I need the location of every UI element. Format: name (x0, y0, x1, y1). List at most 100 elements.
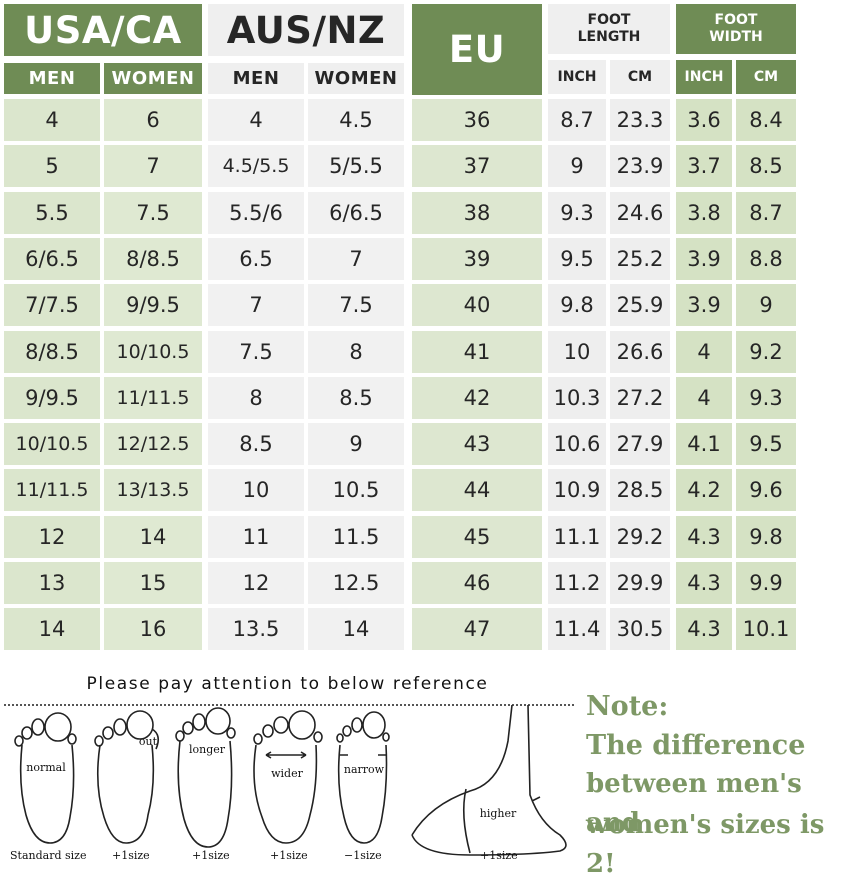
cell-width-cm: 9 (736, 284, 796, 327)
longer-foot-icon (175, 707, 236, 848)
cell-width-cm: 9.6 (736, 469, 796, 512)
cell-width-cm: 9.9 (736, 562, 796, 604)
cell-width-inch: 4.1 (676, 423, 732, 466)
cell-usa-women: 12/12.5 (104, 423, 202, 466)
cell-eu: 36 (412, 99, 542, 141)
higher-foot-icon (411, 705, 567, 856)
cell-width-cm: 9.3 (736, 376, 796, 419)
cell-eu: 37 (412, 145, 542, 188)
aus-nz-header: AUS/NZ (208, 4, 404, 56)
width-inch-subheader: INCH (676, 60, 732, 94)
cell-length-cm: 27.9 (610, 423, 670, 466)
cell-aus-women: 10.5 (308, 469, 404, 512)
foot-length-header: FOOT LENGTH (548, 4, 670, 54)
cell-width-inch: 4 (676, 376, 732, 419)
wider-caption: +1size (270, 849, 308, 862)
length-cm-subheader: CM (610, 60, 670, 94)
cell-width-inch: 3.6 (676, 99, 732, 141)
usa-ca-header: USA/CA (4, 4, 202, 56)
cell-length-inch: 8.7 (548, 99, 606, 141)
cell-width-inch: 3.9 (676, 284, 732, 327)
cell-aus-men: 11 (208, 515, 304, 558)
cell-length-cm: 30.5 (610, 608, 670, 651)
cell-usa-women: 10/10.5 (104, 330, 202, 373)
cell-length-cm: 28.5 (610, 469, 670, 512)
cell-aus-men: 7 (208, 284, 304, 327)
cell-length-cm: 27.2 (610, 376, 670, 419)
cell-usa-women: 14 (104, 515, 202, 558)
higher-caption: +1size (480, 849, 518, 862)
wider-label: wider (271, 767, 303, 780)
usa-men-subheader: MEN (4, 63, 100, 94)
cell-length-cm: 24.6 (610, 191, 670, 234)
cell-aus-women: 14 (308, 608, 404, 651)
cell-eu: 44 (412, 469, 542, 512)
cell-width-cm: 9.2 (736, 330, 796, 373)
cell-width-inch: 4.3 (676, 608, 732, 651)
foot-width-header: FOOT WIDTH (676, 4, 796, 54)
cell-usa-men: 7/7.5 (4, 284, 100, 327)
cell-eu: 45 (412, 515, 542, 558)
cell-length-cm: 25.9 (610, 284, 670, 327)
length-inch-subheader: INCH (548, 60, 606, 94)
cell-width-cm: 8.8 (736, 237, 796, 280)
wider-foot-icon (253, 710, 323, 844)
cell-usa-men: 9/9.5 (4, 376, 100, 419)
out-foot-icon (94, 710, 160, 844)
cell-eu: 47 (412, 608, 542, 651)
cell-aus-women: 9 (308, 423, 404, 466)
cell-aus-men: 4 (208, 99, 304, 141)
cell-usa-men: 5 (4, 145, 100, 188)
cell-usa-men: 13 (4, 562, 100, 604)
cell-eu: 46 (412, 562, 542, 604)
longer-caption: +1size (192, 849, 230, 862)
cell-usa-men: 6/6.5 (4, 237, 100, 280)
usa-women-subheader: WOMEN (104, 63, 202, 94)
cell-length-inch: 9.8 (548, 284, 606, 327)
cell-aus-men: 5.5/6 (208, 191, 304, 234)
cell-length-inch: 10 (548, 330, 606, 373)
cell-width-cm: 8.4 (736, 99, 796, 141)
standard-size-caption: Standard size (10, 849, 87, 862)
cell-width-cm: 10.1 (736, 608, 796, 651)
cell-aus-men: 8.5 (208, 423, 304, 466)
aus-men-subheader: MEN (208, 63, 304, 94)
cell-aus-women: 7.5 (308, 284, 404, 327)
cell-aus-women: 4.5 (308, 99, 404, 141)
out-label: out (139, 735, 158, 748)
cell-usa-men: 5.5 (4, 191, 100, 234)
cell-usa-women: 16 (104, 608, 202, 651)
cell-width-inch: 4.3 (676, 515, 732, 558)
cell-aus-men: 8 (208, 376, 304, 419)
cell-usa-women: 7 (104, 145, 202, 188)
cell-width-cm: 9.5 (736, 423, 796, 466)
cell-width-inch: 4 (676, 330, 732, 373)
narrow-foot-icon (336, 711, 390, 844)
cell-usa-men: 10/10.5 (4, 423, 100, 466)
cell-length-cm: 23.9 (610, 145, 670, 188)
cell-aus-men: 13.5 (208, 608, 304, 651)
foot-illustrations: normal out longer wider narrow higher (14, 705, 567, 856)
width-cm-subheader: CM (736, 60, 796, 94)
cell-usa-women: 11/11.5 (104, 376, 202, 419)
note-line-4: women's sizes is 2! (586, 810, 825, 879)
cell-aus-men: 12 (208, 562, 304, 604)
cell-aus-men: 10 (208, 469, 304, 512)
cell-length-inch: 11.4 (548, 608, 606, 651)
cell-aus-women: 5/5.5 (308, 145, 404, 188)
cell-length-inch: 10.3 (548, 376, 606, 419)
cell-aus-women: 7 (308, 237, 404, 280)
cell-length-inch: 10.6 (548, 423, 606, 466)
cell-length-inch: 10.9 (548, 469, 606, 512)
cell-width-inch: 4.2 (676, 469, 732, 512)
narrow-caption: −1size (344, 849, 382, 862)
cell-width-inch: 3.8 (676, 191, 732, 234)
cell-length-cm: 29.9 (610, 562, 670, 604)
cell-length-cm: 29.2 (610, 515, 670, 558)
cell-width-cm: 8.7 (736, 191, 796, 234)
cell-aus-men: 7.5 (208, 330, 304, 373)
dotted-divider (4, 704, 574, 706)
longer-label: longer (189, 743, 226, 756)
cell-usa-men: 4 (4, 99, 100, 141)
cell-usa-women: 8/8.5 (104, 237, 202, 280)
